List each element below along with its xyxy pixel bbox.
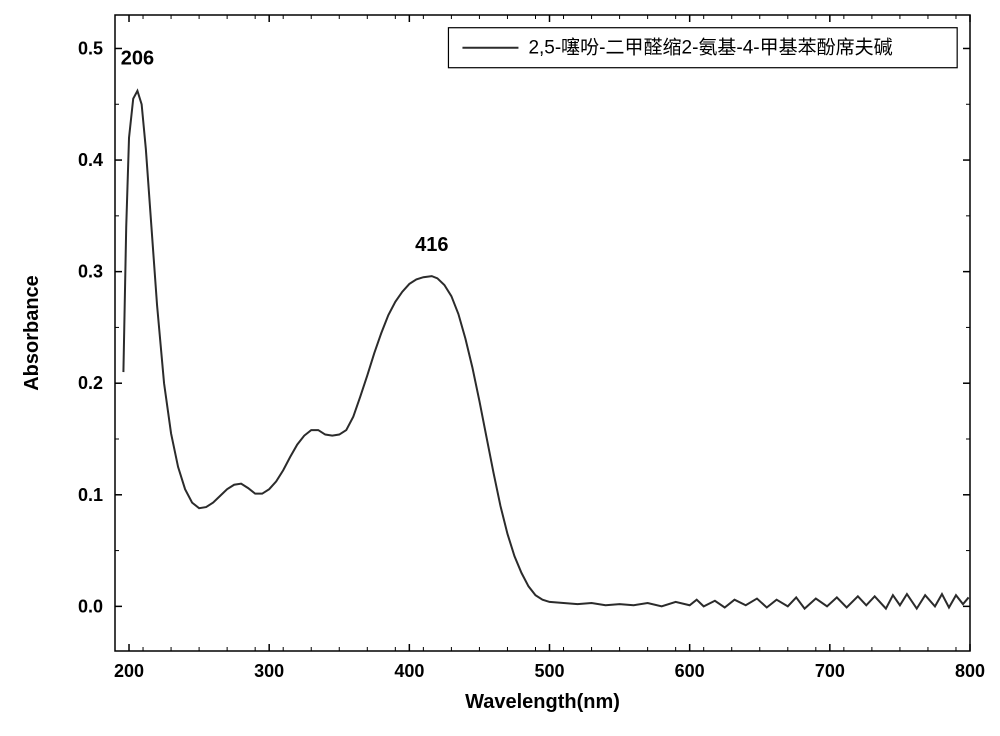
y-tick-label: 0.4	[78, 150, 103, 170]
x-tick-label: 700	[815, 661, 845, 681]
spectrum-line	[123, 91, 968, 609]
x-tick-label: 400	[394, 661, 424, 681]
y-axis-label: Absorbance	[21, 275, 43, 391]
peak-label: 416	[415, 234, 448, 256]
y-tick-label: 0.1	[78, 485, 103, 505]
x-axis-label: Wavelength(nm)	[465, 691, 620, 713]
y-tick-label: 0.5	[78, 38, 103, 58]
y-tick-label: 0.0	[78, 596, 103, 616]
legend-label: 2,5-噻吩-二甲醛缩2-氨基-4-甲基苯酚席夫碱	[528, 37, 892, 59]
peak-label: 206	[121, 48, 154, 70]
x-tick-label: 300	[254, 661, 284, 681]
y-tick-label: 0.2	[78, 373, 103, 393]
spectrum-chart: 200 300 400 500 600 700 800 0.0 0.1 0.2 0.3 0.4 0.5 W…	[0, 0, 1000, 736]
x-tick-label: 500	[534, 661, 564, 681]
x-tick-label: 200	[114, 661, 144, 681]
y-tick-label: 0.3	[78, 262, 103, 282]
plot-border	[115, 15, 970, 651]
x-tick-label: 600	[675, 661, 705, 681]
x-tick-label: 800	[955, 661, 985, 681]
